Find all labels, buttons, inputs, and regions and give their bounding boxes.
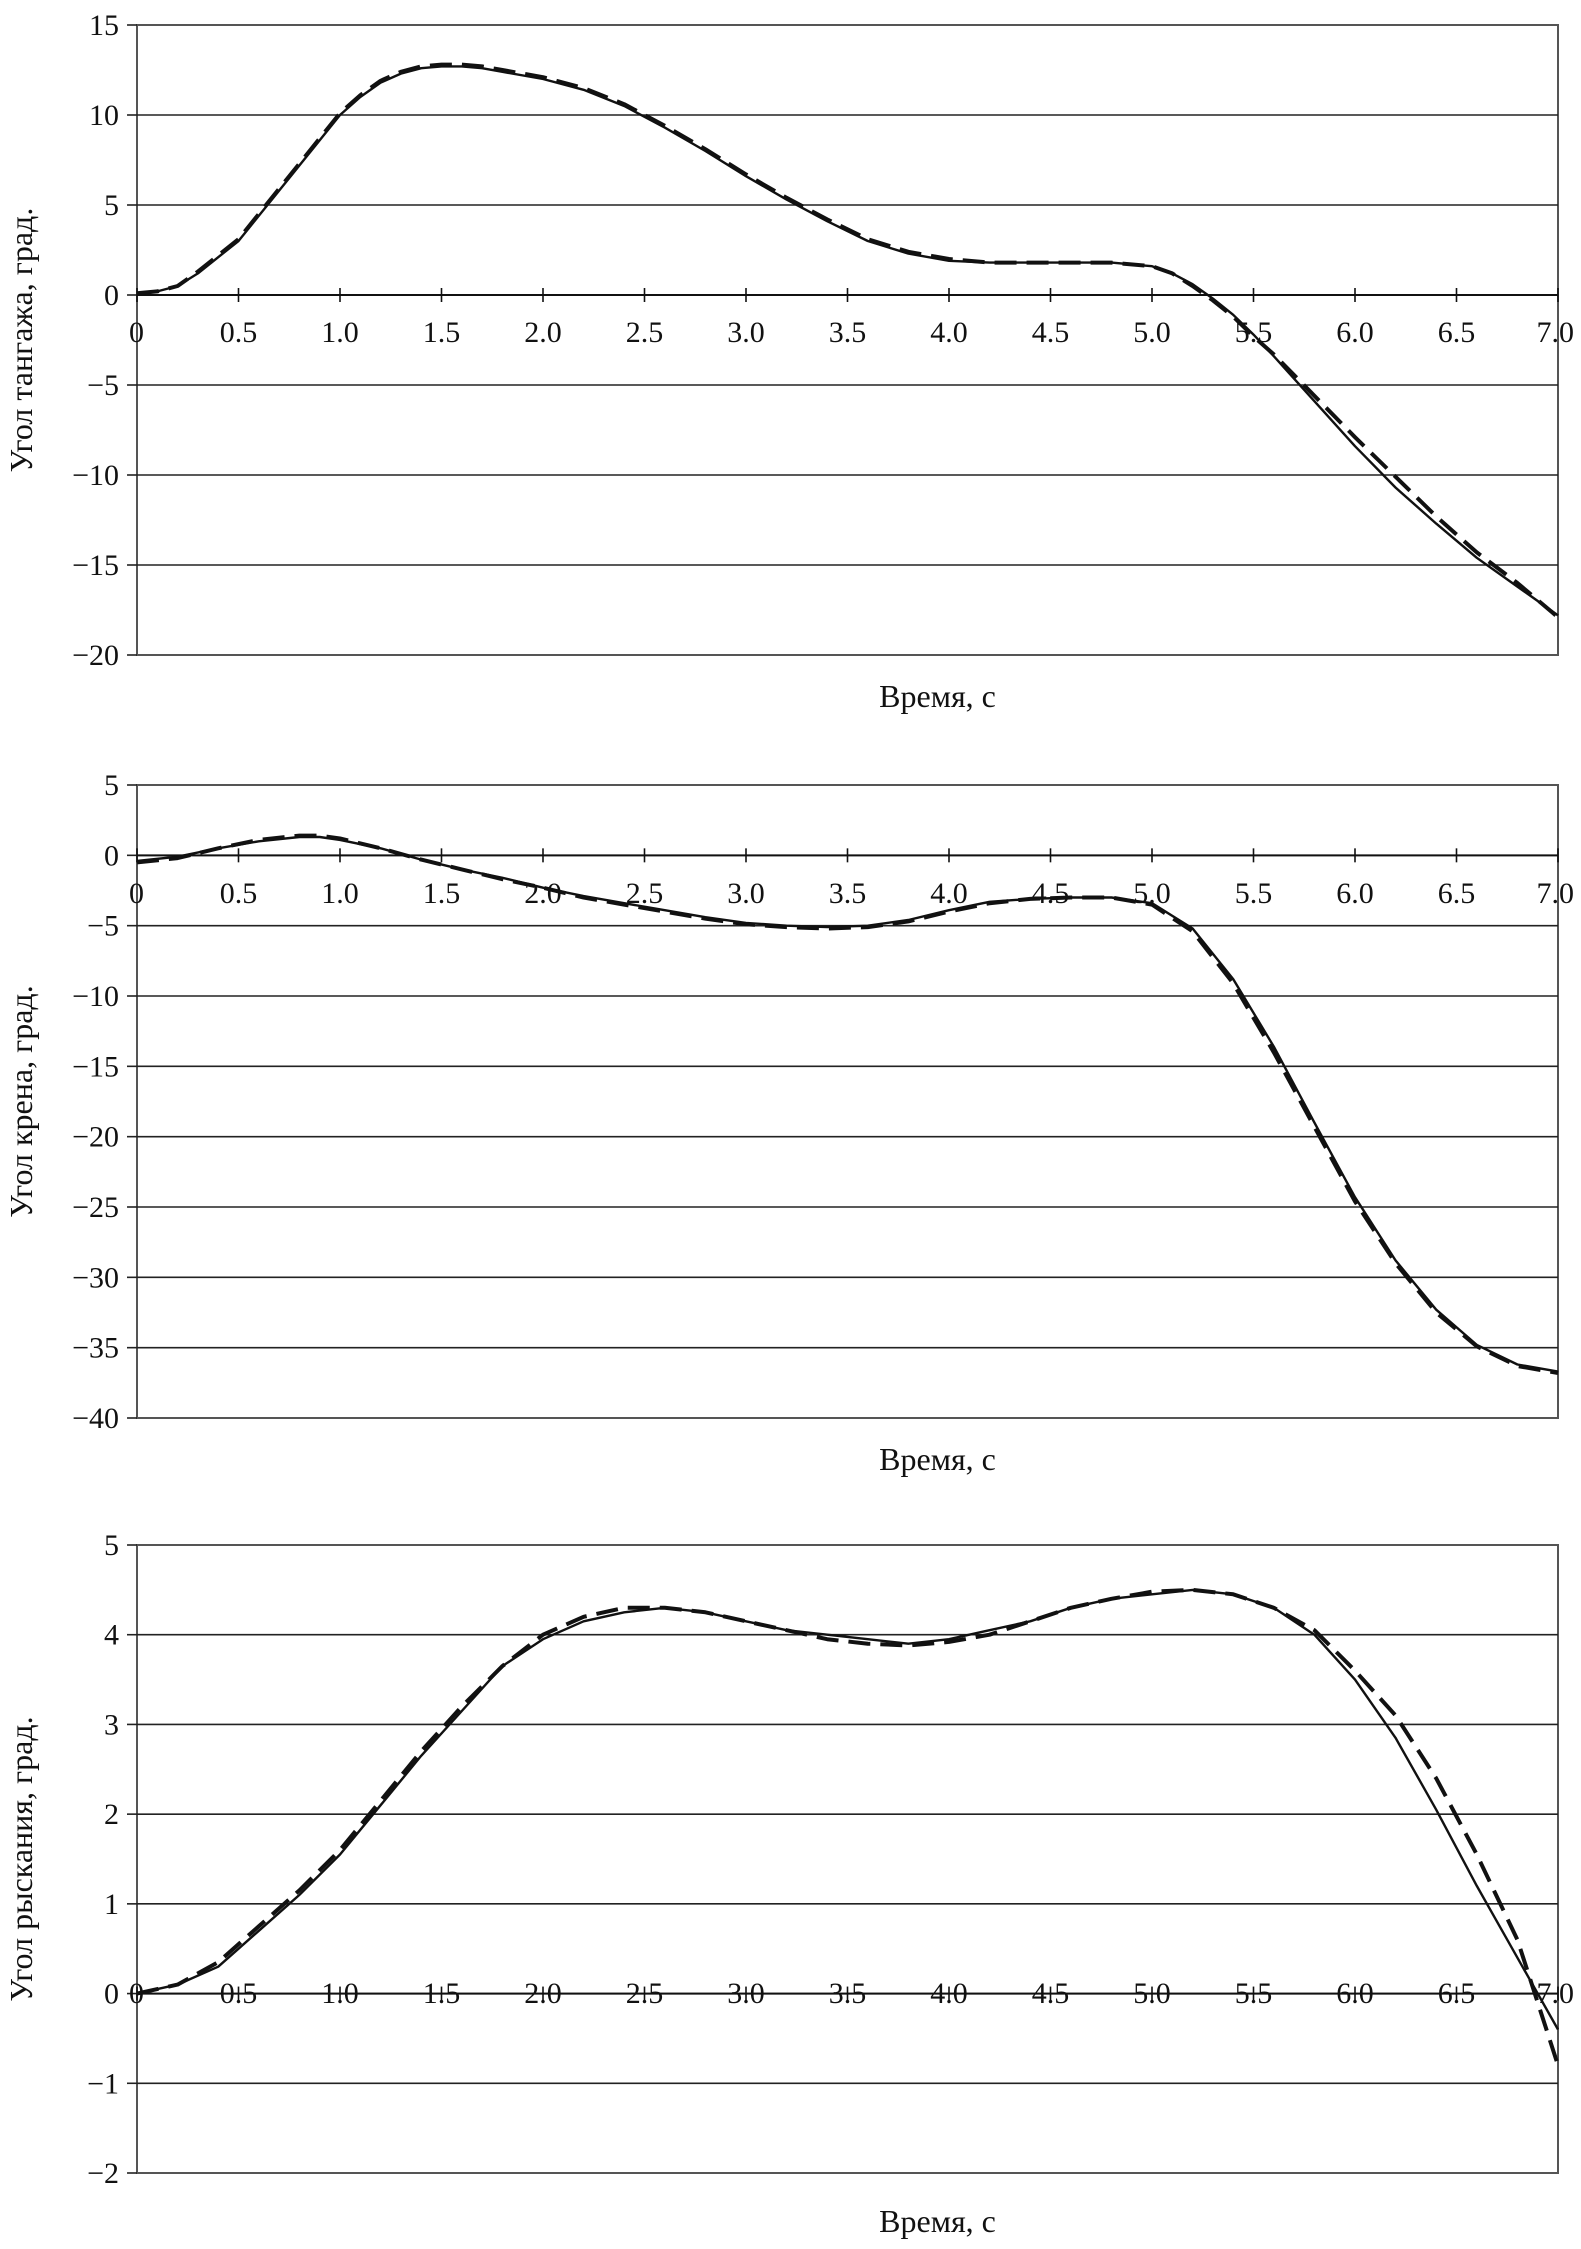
y-tick-label: −35 [72,1332,119,1365]
x-tick-label: 6.5 [1438,1977,1476,2010]
y-tick-label: −15 [72,549,119,582]
y-axis-label: Угол рыскания, град. [3,1716,39,2001]
y-tick-label: 10 [89,99,119,132]
x-tick-label: 5.5 [1235,1977,1273,2010]
x-tick-label: 5.0 [1133,1977,1171,2010]
x-tick-label: 2.0 [524,877,562,910]
x-tick-label: 7.0 [1537,1977,1575,2010]
x-axis-label: Время, с [879,2203,996,2239]
y-tick-label: −10 [72,980,119,1013]
plot-frame [136,784,1559,1419]
y-tick-label: 0 [104,279,119,312]
chart-panel-2: 50−5−10−15−20−25−30−35−400 0.5 1.0 1.5 2.0 2.… [3,769,1574,1477]
y-tick-label: −2 [87,2157,119,2190]
x-tick-label: 2.5 [626,316,664,349]
series-line-dashed [136,1587,1560,2066]
x-tick-label: 3.0 [727,316,765,349]
y-tick-label: 4 [104,1619,119,1652]
series-line-solid [136,1588,1560,2031]
x-tick-label: 0 [129,316,144,349]
y-tick-label: −10 [72,459,119,492]
y-tick-label: 5 [104,1529,119,1562]
x-tick-label: 7.0 [1537,316,1575,349]
x-tick-label: 1.0 [321,1977,359,2010]
series-line-dashed [136,833,1559,1375]
x-tick-label: 1.5 [423,316,461,349]
y-tick-label: 0 [104,1978,119,2011]
y-tick-label: −25 [72,1191,119,1224]
x-tick-label: 3.5 [829,877,867,910]
y-tick-label: −30 [72,1261,119,1294]
x-tick-label: 4.5 [1032,1977,1070,2010]
y-tick-label: −5 [87,910,119,943]
x-tick-label: 6.5 [1438,316,1476,349]
y-axis-label: Угол крена, град. [3,985,39,1217]
x-tick-label: 4.0 [930,316,968,349]
x-tick-label: 4.5 [1032,316,1070,349]
y-tick-label: 5 [104,769,119,802]
y-tick-label: −40 [72,1402,119,1435]
series-line-dashed [136,62,1560,619]
series-line-solid [136,835,1559,1373]
y-tick-label: 0 [104,839,119,872]
x-tick-label: 5.0 [1133,316,1171,349]
x-tick-label: 6.5 [1438,877,1476,910]
chart-panel-3: 5 4 3 2 1 0 −1 −2 0 0.5 1.0 1.5 2.0 2.5 3.0 3.5 4.0 4.5 5.… [3,1529,1574,2239]
x-tick-label: 4.0 [930,877,968,910]
y-tick-label: −5 [87,369,119,402]
y-tick-label: −15 [72,1050,119,1083]
x-tick-label: 3.5 [829,316,867,349]
y-tick-label: 2 [104,1798,119,1831]
x-tick-label: 2.0 [524,316,562,349]
x-tick-label: 2.5 [626,1977,664,2010]
x-tick-label: 1.5 [423,877,461,910]
x-tick-label: 6.0 [1336,1977,1374,2010]
chart-panel-1: 15 10 5 0 −5 −10 −15 −20 0 0.5 1.0 1.5 2.0 2.5 3.0 3.5 4… [3,9,1574,714]
x-axis-label: Время, с [879,1441,996,1477]
x-tick-label: 3.0 [727,1977,765,2010]
x-tick-label: 3.5 [829,1977,867,2010]
y-tick-label: 3 [104,1708,119,1741]
x-tick-label: 1.0 [321,316,359,349]
x-tick-label: 5.5 [1235,877,1273,910]
x-tick-label: 1.5 [423,1977,461,2010]
x-tick-label: 7.0 [1537,877,1575,910]
x-tick-label: 0 [129,1977,144,2010]
x-tick-label: 4.5 [1032,877,1070,910]
x-tick-label: 6.0 [1336,316,1374,349]
plot-frame [136,24,1559,656]
x-tick-label: 0.5 [220,1977,258,2010]
x-tick-label: 6.0 [1336,877,1374,910]
x-axis-label: Время, с [879,678,996,714]
y-tick-label: 1 [104,1888,119,1921]
x-tick-label: 4.0 [930,1977,968,2010]
x-tick-label: 3.0 [727,877,765,910]
x-tick-label: 0 [129,877,144,910]
x-tick-label: 2.0 [524,1977,562,2010]
plot-frame [136,1544,1559,2174]
y-tick-label: −1 [87,2067,119,2100]
y-axis-label: Угол тангажа, град. [3,208,39,473]
y-tick-label: 5 [104,189,119,222]
y-tick-label: 15 [89,9,119,42]
x-tick-label: 0.5 [220,877,258,910]
y-tick-label: −20 [72,1121,119,1154]
x-tick-label: 0.5 [220,316,258,349]
x-tick-label: 1.0 [321,877,359,910]
y-tick-label: −20 [72,639,119,672]
